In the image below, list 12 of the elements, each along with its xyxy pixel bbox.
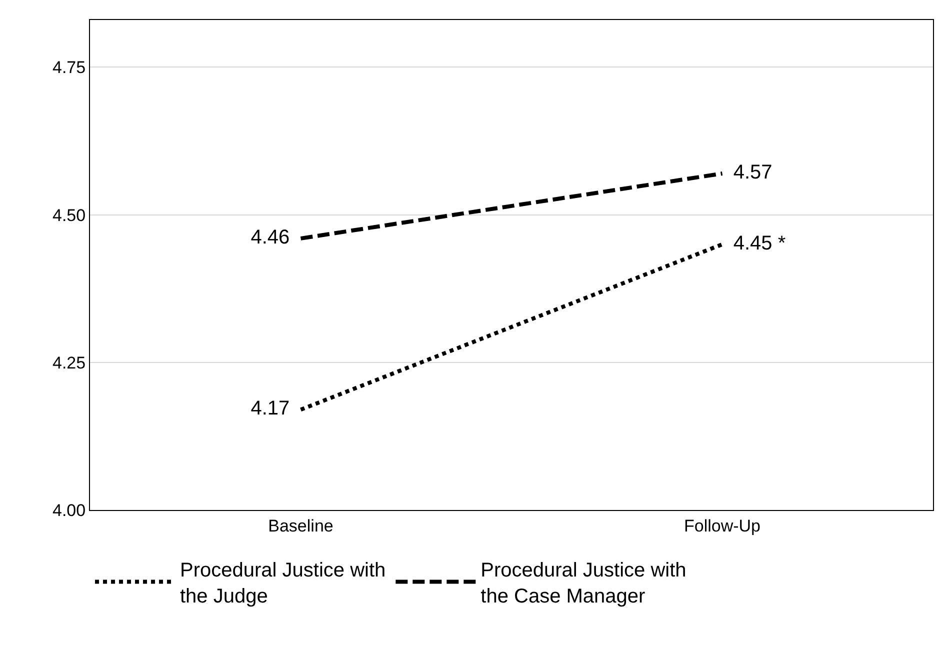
x-tick-label: Baseline	[268, 516, 334, 536]
y-tick-label: 4.25	[52, 353, 86, 372]
data-label: 4.45 *	[722, 232, 797, 254]
y-tick-label: 4.75	[52, 58, 86, 78]
y-tick-label: 4.00	[52, 500, 86, 520]
data-label: 4.57	[722, 161, 784, 184]
data-label: 4.46	[240, 226, 301, 248]
x-tick-label: Follow-Up	[684, 516, 761, 536]
data-label: 4.17	[240, 398, 301, 420]
legend-label: Procedural Justice with the Judge	[180, 560, 386, 608]
y-tick-label: 4.50	[52, 206, 86, 225]
legend-label: Procedural Justice with the Case Manager	[480, 560, 686, 608]
